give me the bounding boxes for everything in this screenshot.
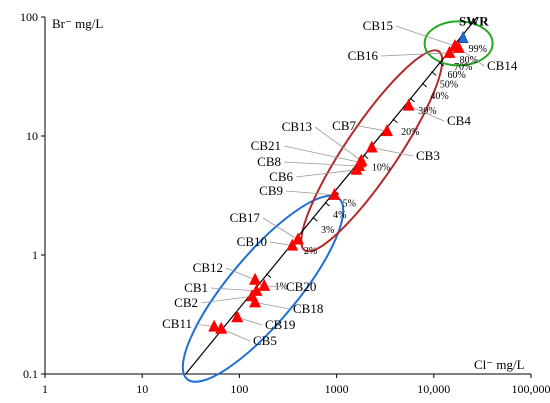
point-label-cb7: CB7: [332, 118, 356, 133]
leader-line: [395, 25, 456, 47]
data-point-cb18: [249, 295, 262, 308]
point-label-cb15: CB15: [363, 18, 393, 33]
data-point-cb19: [231, 310, 244, 323]
dilution-label: 2%: [304, 246, 317, 257]
point-label-cb16: CB16: [348, 48, 379, 63]
data-point-cb10: [286, 238, 299, 251]
dilution-label: 70%: [454, 62, 472, 73]
dilution-label: 80%: [460, 55, 478, 66]
dilution-label: 20%: [401, 127, 419, 138]
dilution-tick: [431, 71, 437, 76]
x-tick-label: 10,000: [417, 382, 450, 396]
point-label-cb3: CB3: [416, 148, 440, 163]
dilution-tick: [421, 82, 428, 88]
leader-line: [380, 52, 450, 57]
leader-line: [200, 295, 253, 304]
point-label-cb20: CB20: [286, 279, 316, 294]
leader-line: [314, 126, 362, 162]
leader-line: [285, 190, 335, 196]
dilution-label: 60%: [447, 70, 465, 81]
data-point-cb3: [365, 140, 378, 153]
x-axis-title: Cl⁻ mg/L: [474, 357, 525, 372]
point-label-cb17: CB17: [230, 210, 261, 225]
data-point-cb20: [258, 278, 271, 291]
dilution-tick: [409, 97, 415, 103]
data-point-cb21: [354, 155, 367, 168]
leader-line: [269, 241, 293, 246]
dilution-label: 50%: [440, 80, 458, 91]
group-ellipse-mid: [300, 49, 444, 253]
y-tick-label: 10: [26, 129, 38, 143]
swr-marker: [457, 30, 469, 43]
leader-line: [225, 267, 256, 281]
leader-line: [295, 169, 357, 178]
point-label-cb5: CB5: [253, 333, 277, 348]
group-ellipse-high: [423, 20, 494, 67]
label-leaders: [194, 25, 485, 342]
leader-line: [371, 147, 414, 157]
dilution-tick: [392, 118, 398, 124]
point-label-cb14: CB14: [487, 58, 518, 73]
data-markers: [208, 39, 465, 334]
swr-label: SWR: [459, 14, 489, 29]
leader-line: [262, 217, 299, 240]
dilution-label: 4%: [333, 210, 346, 221]
point-label-cb2: CB2: [174, 295, 198, 310]
dilution-tick: [312, 216, 318, 222]
point-label-cb6: CB6: [269, 169, 293, 184]
leader-line: [255, 301, 291, 310]
y-tick-label: 100: [20, 10, 38, 24]
leader-line: [210, 287, 257, 292]
data-point-cb9: [328, 187, 341, 200]
y-axis-title: Br⁻ mg/L: [52, 16, 103, 31]
leader-line: [283, 145, 361, 163]
leader-line: [358, 125, 388, 132]
point-label-cb10: CB10: [237, 234, 267, 249]
y-tick-label: 1: [32, 248, 38, 262]
point-label-cb4: CB4: [447, 113, 471, 128]
dilution-tick: [438, 61, 445, 67]
dilution-label: 10%: [372, 163, 390, 174]
dilution-label: 5%: [343, 199, 356, 210]
axes: 1 10 100 1000 10,000 100,000 0.1 1 10 100: [20, 10, 550, 396]
point-label-cb12: CB12: [193, 260, 223, 275]
dilution-label: 3%: [321, 225, 334, 236]
dilution-label: 40%: [430, 91, 448, 102]
point-label-cb8: CB8: [257, 154, 281, 169]
data-point-cb4: [402, 98, 415, 111]
point-label-cb21: CB21: [251, 138, 281, 153]
data-point-cb17: [291, 232, 304, 245]
x-tick-label: 100,000: [512, 382, 550, 396]
leader-line: [283, 161, 360, 167]
leader-line: [221, 328, 251, 342]
point-label-cb1: CB1: [184, 280, 208, 295]
x-tick-label: 100: [230, 382, 248, 396]
dilution-tick: [266, 273, 272, 278]
point-label-cb13: CB13: [282, 119, 312, 134]
y-tick-label: 0.1: [23, 367, 38, 381]
x-tick-label: 1: [42, 382, 48, 396]
dilution-label: 30%: [418, 106, 436, 117]
data-point-cb15: [448, 39, 461, 52]
leader-line: [408, 105, 445, 122]
point-label-cb11: CB11: [162, 316, 192, 331]
data-point-cb16: [443, 45, 456, 58]
dilution-tick: [363, 154, 369, 159]
data-point-cb7: [380, 124, 393, 137]
data-point-cb12: [249, 272, 262, 285]
dilution-label: 99%: [469, 44, 487, 55]
dilution-line-group: 1%2%3%4%5%10%20%30%40%50%60%70%80%99%SWR: [185, 14, 489, 375]
x-tick-label: 1000: [325, 382, 349, 396]
point-label-cb18: CB18: [293, 301, 323, 316]
dilution-tick: [324, 201, 330, 207]
point-label-cb19: CB19: [265, 317, 295, 332]
point-label-cb9: CB9: [259, 183, 283, 198]
data-point-cb11: [208, 319, 221, 332]
x-tick-label: 10: [136, 382, 148, 396]
